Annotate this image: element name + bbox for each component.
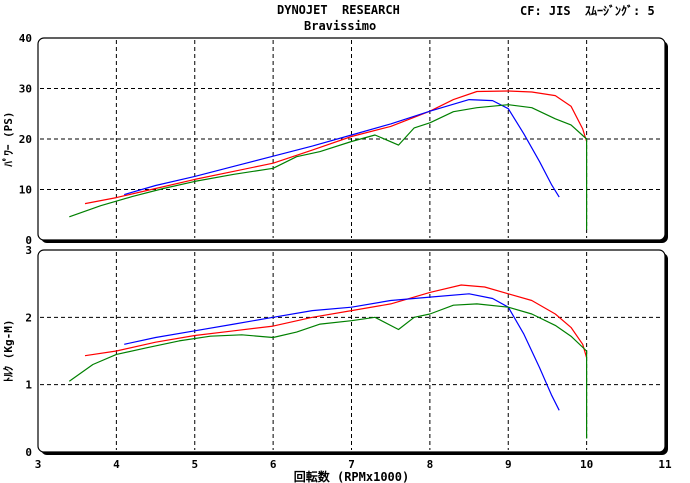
y-tick-label: 0 xyxy=(25,446,32,459)
chart-title: DYNOJET RESEARCH xyxy=(277,3,400,17)
y-tick-label: 0 xyxy=(25,234,32,247)
y-tick-label: 2 xyxy=(25,311,32,324)
settings-readout: CF: JIS ｽﾑｰｼﾞﾝｸﾞ: 5 xyxy=(520,4,655,18)
panel-1: 0 10 20 30 40 ﾊﾟﾜｰ (PS) xyxy=(1,32,668,247)
x-tick-label: 4 xyxy=(113,458,120,471)
x-tick-label: 7 xyxy=(348,458,355,471)
x-axis-label: 回転数 (RPMx1000) xyxy=(294,469,409,483)
y-tick-label: 20 xyxy=(19,133,32,146)
chart-subtitle: Bravissimo xyxy=(304,19,377,33)
y-axis-label: ﾄﾙｸ (Kg-M) xyxy=(2,320,15,383)
series-line-2 xyxy=(124,293,560,411)
x-tick-label: 9 xyxy=(505,458,512,471)
x-tick-label: 6 xyxy=(270,458,277,471)
x-tick-label: 8 xyxy=(427,458,434,471)
y-tick-label: 3 xyxy=(25,244,32,257)
y-tick-label: 1 xyxy=(25,379,32,392)
x-tick-label: 10 xyxy=(580,458,593,471)
panel-2: 0 1 2 3 ﾄﾙｸ (Kg-M) 3 4 5 6 7 8 9 10 11 回転数 (RPMx1000) xyxy=(2,244,672,483)
series-line-3 xyxy=(69,104,588,230)
series-line-2 xyxy=(124,98,560,198)
x-tick-label: 5 xyxy=(191,458,198,471)
x-tick-label: 11 xyxy=(658,458,672,471)
y-tick-label: 40 xyxy=(19,32,32,45)
series-line-3 xyxy=(68,303,588,439)
y-tick-label: 10 xyxy=(19,184,32,197)
y-tick-label: 30 xyxy=(19,83,32,96)
x-tick-label: 3 xyxy=(35,458,42,471)
y-axis-label: ﾊﾟﾜｰ (PS) xyxy=(1,111,15,167)
series-line-1 xyxy=(84,90,588,205)
series-line-1 xyxy=(84,284,588,358)
